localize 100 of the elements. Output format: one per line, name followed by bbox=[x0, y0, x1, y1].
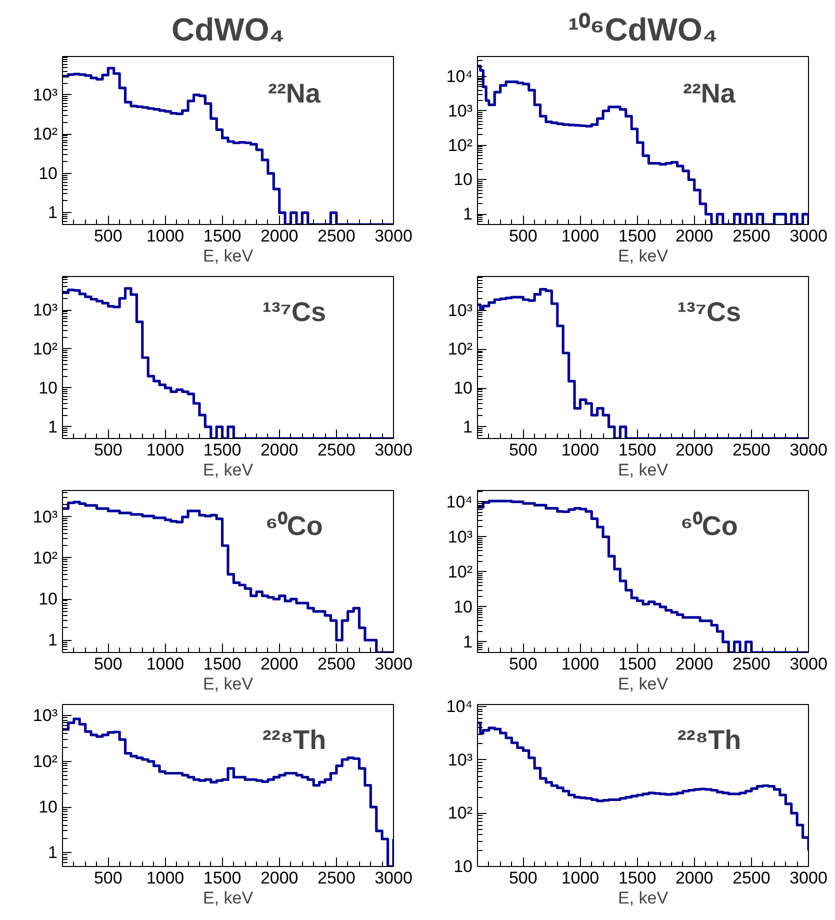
x-tick-label: 3000 bbox=[374, 440, 412, 460]
x-axis-title: E, keV bbox=[202, 888, 254, 908]
x-tick-label: 2000 bbox=[675, 654, 714, 674]
x-tick-label: 2500 bbox=[732, 226, 770, 246]
y-tick-label: 1 bbox=[463, 417, 473, 436]
y-tick-label: 10³ bbox=[32, 706, 58, 726]
x-tick-label: 500 bbox=[508, 440, 538, 460]
y-tick-label: 10 bbox=[454, 170, 473, 190]
y-tick-label: 10² bbox=[32, 339, 58, 358]
annotation: ¹³⁷Cs bbox=[262, 297, 326, 328]
chart-title: CdWO₄ bbox=[172, 12, 284, 48]
y-tick-label: 10³ bbox=[448, 101, 473, 120]
x-tick-label: 3000 bbox=[790, 440, 828, 460]
y-tick-label: 10³ bbox=[32, 507, 58, 526]
x-axis-title: E, keV bbox=[618, 246, 669, 266]
y-tick-label: 10² bbox=[32, 124, 58, 144]
annotation: ²²⁸Th bbox=[262, 725, 326, 756]
x-tick-label: 2500 bbox=[318, 654, 356, 674]
annotation: ²²⁸Th bbox=[677, 725, 742, 756]
y-tick-label: 10³ bbox=[448, 527, 473, 546]
x-tick-label: 3000 bbox=[374, 654, 412, 674]
x-tick-label: 1000 bbox=[561, 654, 600, 674]
x-tick-label: 2500 bbox=[318, 440, 356, 460]
y-tick-label: 10² bbox=[448, 340, 473, 359]
y-tick-label: 10³ bbox=[448, 750, 473, 770]
y-tick-label: 1 bbox=[48, 417, 58, 436]
x-tick-label: 2500 bbox=[732, 440, 770, 460]
x-tick-label: 2500 bbox=[318, 226, 356, 246]
x-tick-label: 2500 bbox=[318, 868, 356, 888]
y-tick-label: 1 bbox=[463, 632, 473, 652]
y-tick-label: 10² bbox=[448, 562, 473, 582]
x-axis-title: E, keV bbox=[202, 246, 254, 266]
chart-title: ¹⁰⁶CdWO₄ bbox=[568, 12, 718, 48]
x-tick-label: 2000 bbox=[675, 226, 714, 246]
x-tick-label: 1500 bbox=[203, 654, 242, 674]
x-tick-label: 1500 bbox=[618, 226, 656, 246]
x-tick-label: 1000 bbox=[146, 654, 184, 674]
y-tick-label: 1 bbox=[463, 204, 473, 224]
x-tick-label: 500 bbox=[94, 226, 122, 246]
x-tick-label: 2000 bbox=[260, 440, 298, 460]
y-tick-label: 10³ bbox=[32, 300, 58, 320]
x-tick-label: 3000 bbox=[374, 226, 412, 246]
x-tick-label: 2000 bbox=[675, 868, 714, 888]
x-tick-label: 1500 bbox=[203, 440, 242, 460]
x-tick-label: 500 bbox=[508, 654, 538, 674]
x-tick-label: 1000 bbox=[561, 226, 600, 246]
x-axis-title: E, keV bbox=[618, 888, 669, 908]
x-tick-label: 1500 bbox=[618, 440, 656, 460]
x-tick-label: 500 bbox=[508, 868, 538, 888]
annotation: ²²Na bbox=[682, 78, 736, 108]
y-tick-label: 10² bbox=[448, 804, 473, 823]
x-tick-label: 1000 bbox=[146, 226, 184, 246]
x-tick-label: 2500 bbox=[732, 868, 770, 888]
x-axis-title: E, keV bbox=[202, 460, 254, 480]
x-tick-label: 1500 bbox=[618, 868, 656, 888]
x-tick-label: 2000 bbox=[260, 226, 298, 246]
annotation: ⁶⁰Co bbox=[265, 511, 323, 542]
y-tick-label: 10 bbox=[38, 164, 58, 183]
x-tick-label: 500 bbox=[508, 226, 538, 246]
x-tick-label: 1000 bbox=[146, 868, 184, 888]
x-tick-label: 3000 bbox=[790, 654, 828, 674]
y-tick-label: 1 bbox=[48, 203, 58, 222]
y-tick-label: 10 bbox=[454, 597, 473, 616]
x-tick-label: 3000 bbox=[790, 868, 828, 888]
y-tick-label: 10 bbox=[38, 590, 58, 609]
y-tick-label: 10⁴ bbox=[446, 66, 473, 86]
y-tick-label: 10² bbox=[448, 136, 473, 155]
x-tick-label: 1000 bbox=[146, 440, 184, 460]
y-tick-label: 10 bbox=[38, 798, 58, 817]
x-axis-title: E, keV bbox=[618, 460, 669, 480]
x-tick-label: 3000 bbox=[790, 226, 828, 246]
x-tick-label: 1000 bbox=[561, 440, 600, 460]
y-tick-label: 10³ bbox=[448, 300, 473, 320]
y-tick-label: 10 bbox=[454, 378, 473, 398]
x-tick-label: 3000 bbox=[374, 868, 412, 888]
x-tick-label: 500 bbox=[94, 654, 122, 674]
x-tick-label: 500 bbox=[94, 868, 122, 888]
x-tick-label: 2500 bbox=[732, 654, 770, 674]
x-tick-label: 1000 bbox=[561, 868, 600, 888]
x-axis-title: E, keV bbox=[618, 674, 669, 694]
y-tick-label: 10⁴ bbox=[446, 697, 473, 716]
x-axis-title: E, keV bbox=[202, 674, 254, 694]
y-tick-label: 1 bbox=[48, 843, 58, 862]
x-tick-label: 1500 bbox=[203, 226, 242, 246]
y-tick-label: 1 bbox=[48, 630, 58, 650]
x-tick-label: 2000 bbox=[260, 654, 298, 674]
x-tick-label: 2000 bbox=[260, 868, 298, 888]
y-tick-label: 10³ bbox=[32, 85, 58, 104]
x-tick-label: 500 bbox=[94, 440, 122, 460]
y-tick-label: 10² bbox=[32, 752, 58, 771]
y-tick-label: 10 bbox=[38, 378, 58, 398]
annotation: ⁶⁰Co bbox=[680, 511, 738, 542]
x-tick-label: 1500 bbox=[618, 654, 656, 674]
x-tick-label: 1500 bbox=[203, 868, 242, 888]
y-tick-label: 10² bbox=[32, 548, 58, 568]
x-tick-label: 2000 bbox=[675, 440, 714, 460]
annotation: ¹³⁷Cs bbox=[677, 297, 742, 328]
y-tick-label: 10⁴ bbox=[446, 492, 473, 512]
annotation: ²²Na bbox=[268, 78, 322, 108]
y-tick-label: 10 bbox=[454, 857, 473, 876]
